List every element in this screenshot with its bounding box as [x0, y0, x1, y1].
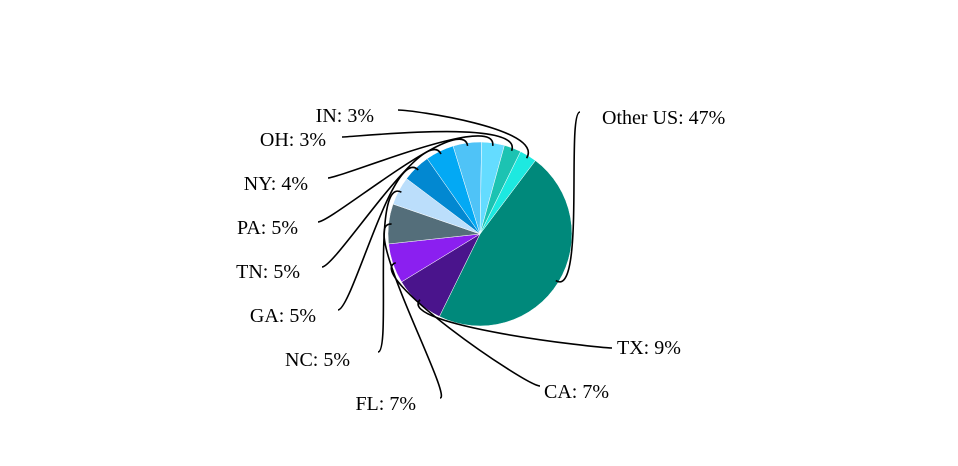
leader-line-pa [317, 138, 469, 223]
slice-label-ga: GA: 5% [250, 305, 316, 327]
leader-line-in [397, 109, 530, 159]
slice-label-ny: NY: 4% [244, 173, 308, 195]
slice-label-fl: FL: 7% [355, 393, 416, 415]
slice-label-pa: PA: 5% [237, 217, 298, 239]
slice-label-oh: OH: 3% [260, 129, 326, 151]
slice-label-other-us: Other US: 47% [602, 107, 725, 129]
slice-labels: Other US: 47% TX: 9% CA: 7% FL: 7%NC: 5% GA:… [236, 105, 725, 415]
leader-line-other-us [555, 111, 581, 283]
slice-label-ca: CA: 7% [544, 381, 609, 403]
leader-line-ny [327, 135, 494, 179]
leader-line-oh [341, 130, 513, 152]
leader-line-ca [390, 261, 541, 387]
slice-label-tx: TX: 9% [617, 337, 681, 359]
slice-label-tn: TN: 5% [236, 261, 300, 283]
leader-line-nc [377, 190, 402, 353]
slice-label-in: IN: 3% [316, 105, 374, 127]
leader-line-ga [337, 166, 419, 311]
leader-line-tx [417, 299, 613, 349]
leader-line-tn [321, 149, 442, 268]
pie-slices [387, 141, 573, 327]
slice-label-nc: NC: 5% [285, 349, 350, 371]
leader-lines [317, 109, 613, 399]
